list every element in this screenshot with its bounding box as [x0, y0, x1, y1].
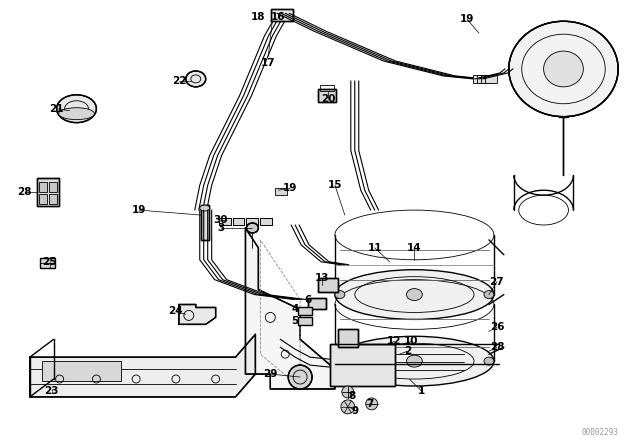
Bar: [201, 205, 209, 240]
Text: 28: 28: [17, 187, 32, 197]
Text: 00002293: 00002293: [581, 428, 618, 437]
Text: 10: 10: [404, 336, 419, 346]
Text: 15: 15: [328, 180, 342, 190]
Ellipse shape: [406, 289, 422, 301]
Bar: [271, 9, 293, 21]
Ellipse shape: [335, 357, 345, 365]
Text: 28: 28: [490, 342, 504, 352]
Bar: [330, 344, 394, 386]
Text: 19: 19: [132, 205, 147, 215]
Polygon shape: [179, 305, 216, 324]
Ellipse shape: [186, 71, 205, 87]
Text: 20: 20: [321, 94, 335, 104]
Ellipse shape: [288, 365, 312, 389]
Bar: [232, 218, 244, 225]
Bar: [219, 218, 230, 225]
Bar: [330, 344, 394, 386]
Bar: [318, 278, 338, 292]
Bar: [246, 218, 259, 225]
Text: 5: 5: [292, 316, 299, 327]
Ellipse shape: [59, 108, 95, 120]
Text: 13: 13: [315, 273, 329, 283]
Ellipse shape: [335, 270, 494, 319]
Bar: [219, 218, 230, 225]
Text: 1: 1: [418, 386, 425, 396]
Bar: [318, 278, 338, 292]
Text: 23: 23: [44, 386, 59, 396]
Bar: [477, 75, 489, 83]
Bar: [36, 178, 59, 206]
Bar: [275, 188, 287, 195]
Ellipse shape: [406, 355, 422, 367]
Ellipse shape: [484, 291, 494, 298]
Bar: [36, 178, 59, 206]
Ellipse shape: [484, 357, 494, 365]
Text: 27: 27: [490, 277, 504, 287]
Text: 14: 14: [407, 243, 422, 253]
Bar: [39, 182, 47, 192]
Bar: [39, 194, 47, 204]
Ellipse shape: [57, 95, 97, 123]
Text: 17: 17: [261, 58, 276, 68]
Ellipse shape: [509, 21, 618, 116]
Bar: [320, 85, 334, 91]
Polygon shape: [246, 228, 335, 389]
Bar: [246, 218, 259, 225]
Bar: [42, 361, 121, 381]
Ellipse shape: [200, 205, 210, 211]
Ellipse shape: [335, 336, 494, 386]
Text: 6: 6: [305, 294, 312, 305]
Ellipse shape: [543, 51, 583, 87]
Bar: [49, 194, 57, 204]
Ellipse shape: [342, 386, 354, 398]
Ellipse shape: [341, 400, 355, 414]
Bar: [308, 297, 326, 310]
Ellipse shape: [335, 291, 345, 298]
Bar: [49, 182, 57, 192]
Polygon shape: [30, 334, 255, 397]
Bar: [318, 89, 336, 102]
Text: 24: 24: [168, 306, 183, 316]
Text: 19: 19: [283, 183, 298, 193]
Ellipse shape: [246, 223, 259, 233]
Text: 30: 30: [213, 215, 228, 225]
Text: 21: 21: [49, 104, 64, 114]
Text: 9: 9: [351, 406, 358, 416]
Text: 16: 16: [271, 12, 285, 22]
Text: 19: 19: [460, 14, 474, 24]
Text: 26: 26: [490, 323, 504, 332]
Bar: [338, 329, 358, 347]
Bar: [232, 218, 244, 225]
Bar: [260, 218, 272, 225]
Bar: [298, 318, 312, 325]
Text: 3: 3: [217, 223, 224, 233]
Text: 11: 11: [367, 243, 382, 253]
Bar: [40, 258, 54, 268]
Text: 4: 4: [291, 305, 299, 314]
Ellipse shape: [365, 398, 378, 410]
Text: 8: 8: [348, 391, 355, 401]
Bar: [338, 329, 358, 347]
Bar: [260, 218, 272, 225]
Text: 22: 22: [172, 76, 186, 86]
Bar: [298, 307, 312, 315]
Bar: [201, 205, 209, 240]
Bar: [271, 9, 293, 21]
Bar: [481, 75, 493, 83]
Text: 25: 25: [42, 257, 57, 267]
Bar: [308, 297, 326, 310]
Text: 2: 2: [404, 346, 411, 356]
Bar: [485, 75, 497, 83]
Bar: [318, 89, 336, 102]
Text: 12: 12: [387, 336, 402, 346]
Text: 18: 18: [251, 12, 266, 22]
Bar: [473, 75, 485, 83]
Text: 7: 7: [366, 399, 373, 409]
Text: 29: 29: [263, 369, 278, 379]
